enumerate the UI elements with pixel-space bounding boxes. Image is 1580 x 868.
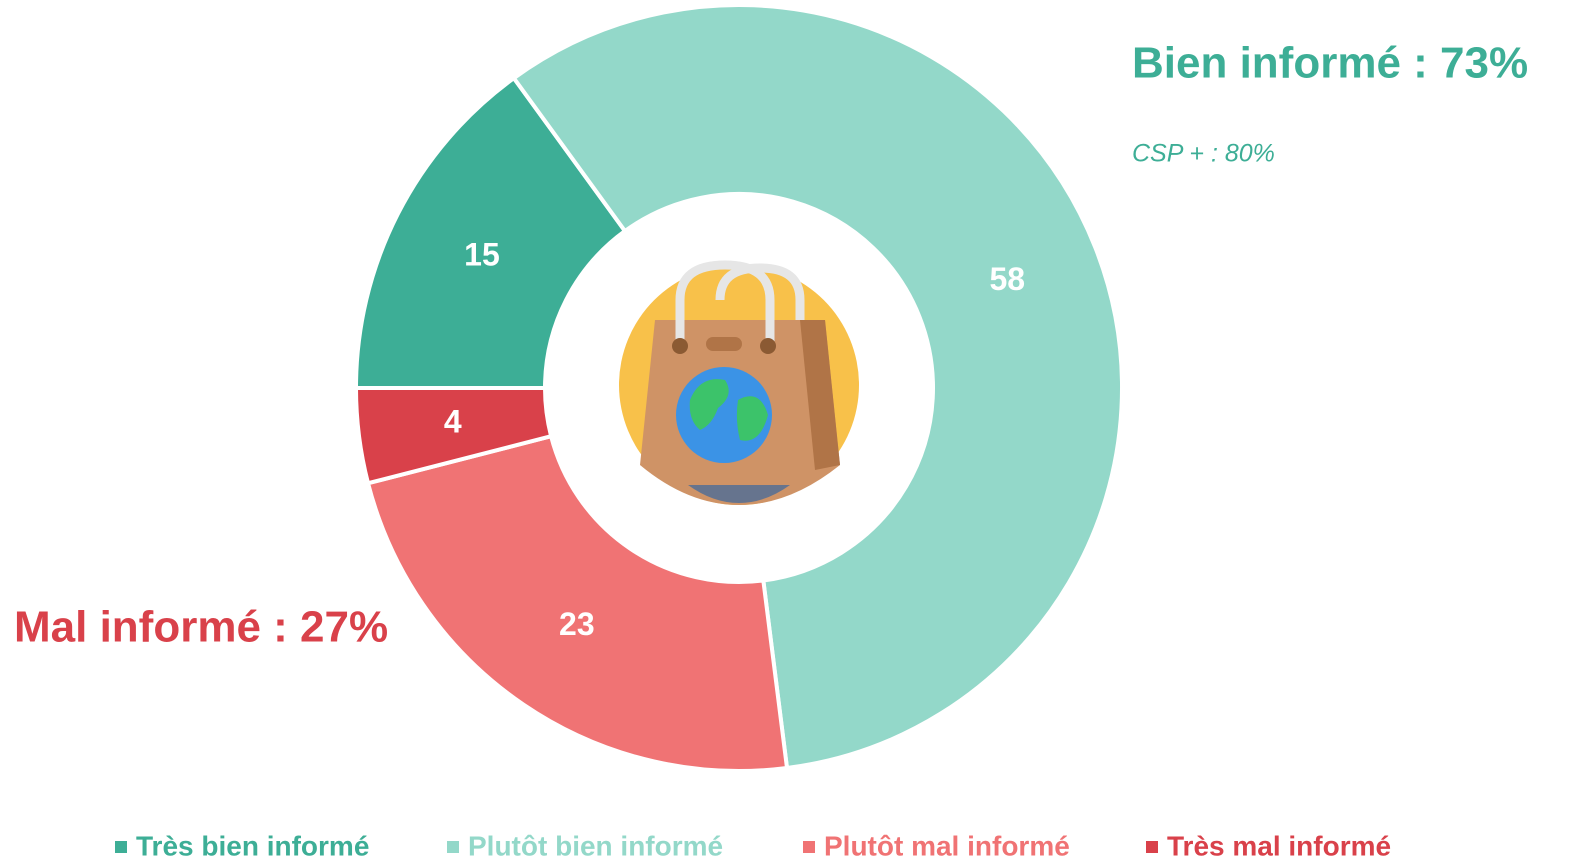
data-label: 15 xyxy=(464,236,500,272)
legend-label: Très bien informé xyxy=(136,830,369,861)
legend-marker xyxy=(115,841,127,853)
data-label: 58 xyxy=(989,261,1025,297)
annotation: Bien informé : 73% xyxy=(1132,39,1528,88)
legend: Très bien informé Plutôt bien informé Plut… xyxy=(115,830,1391,861)
legend-marker xyxy=(803,841,815,853)
annotation: Mal informé : 27% xyxy=(14,603,388,652)
center-icon xyxy=(619,265,859,505)
legend-label: Plutôt bien informé xyxy=(468,830,723,861)
annotation: CSP + : 80% xyxy=(1132,140,1275,168)
chart: 15 58 23 4 Bien informé : 73% CSP + : 80% M… xyxy=(0,0,1580,868)
legend-label: Plutôt mal informé xyxy=(824,830,1070,861)
legend-label: Très mal informé xyxy=(1167,830,1391,861)
legend-marker xyxy=(1146,841,1158,853)
page: 15 58 23 4 Bien informé : 73% CSP + : 80% M… xyxy=(0,0,1580,868)
data-label: 23 xyxy=(559,606,595,642)
legend-marker xyxy=(447,841,459,853)
data-label: 4 xyxy=(444,404,462,440)
